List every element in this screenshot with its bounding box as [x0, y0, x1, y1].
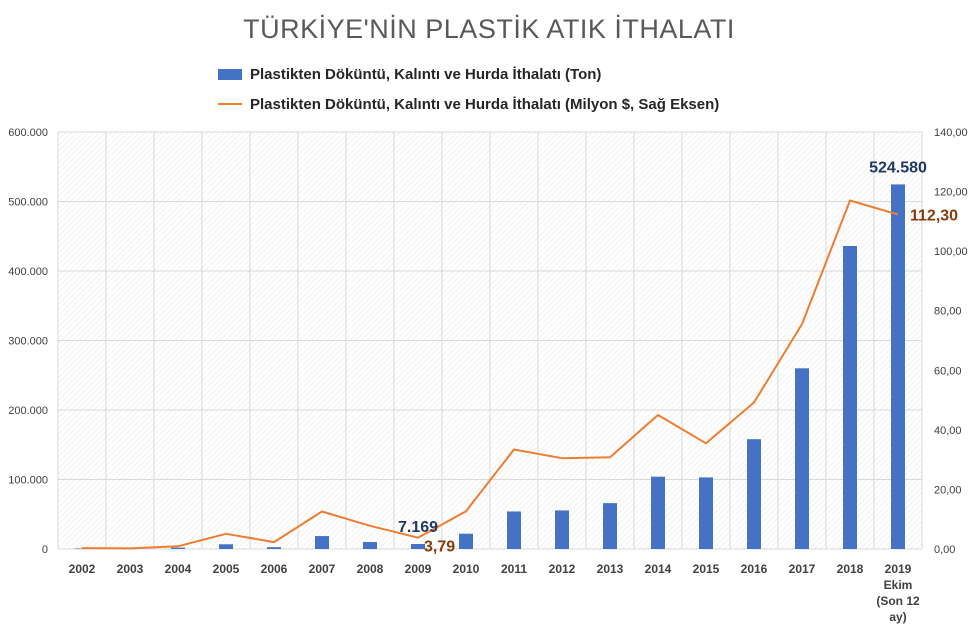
y-right-tick-label: 40,00: [934, 425, 962, 437]
x-tick-label: 2002: [69, 562, 96, 576]
bar-tons: [843, 245, 857, 550]
y-right-tick-label: 0,00: [934, 544, 955, 556]
y-right-tick-label: 100,00: [934, 246, 968, 258]
y-right-tick-label: 60,00: [934, 365, 962, 377]
x-tick-label: 2018: [837, 562, 864, 576]
data-label: 7.169: [398, 519, 438, 536]
data-label: 112,30: [910, 208, 958, 225]
x-tick-label: 2009: [405, 562, 432, 576]
x-tick-label: 2004: [165, 562, 192, 576]
bar-tons: [891, 184, 905, 549]
line-usd: [81, 199, 899, 550]
x-tick-label: 2005: [213, 562, 240, 576]
x-tick-label: 2016: [741, 562, 768, 576]
bar-tons: [795, 368, 809, 549]
legend-bar-swatch: [218, 68, 242, 80]
y-right-tick-label: 140,00: [934, 127, 968, 139]
bar-tons: [171, 547, 185, 549]
x-tick-label: 2007: [309, 562, 336, 576]
x-tick-label: 2013: [597, 562, 624, 576]
y-left-tick-label: 600.000: [8, 127, 48, 139]
y-right-tick-label: 80,00: [934, 306, 962, 318]
y-left-tick-label: 500.000: [8, 197, 48, 209]
legend-label-usd: Plastikten Döküntü, Kalıntı ve Hurda İth…: [250, 95, 720, 113]
bar-tons: [603, 503, 617, 549]
y-right-tick-label: 120,00: [934, 187, 968, 199]
data-label: 524.580: [869, 159, 927, 176]
y-left-tick-label: 100.000: [8, 475, 48, 487]
x-tick-label: 2011: [501, 562, 527, 576]
x-tick-label: 2006: [261, 562, 288, 576]
bar-tons: [747, 439, 761, 549]
y-left-tick-label: 0: [42, 544, 48, 556]
bar-tons: [315, 536, 329, 549]
x-tick-label: 2014: [645, 562, 672, 576]
chart-title: TÜRKİYE'NİN PLASTİK ATIK İTHALATI: [243, 14, 735, 44]
x-tick-label: 2008: [357, 562, 384, 576]
bar-tons: [507, 511, 521, 549]
legend-line-swatch: [218, 103, 242, 105]
legend-item-usd: Plastikten Döküntü, Kalıntı ve Hurda İth…: [218, 94, 719, 114]
data-label: 3,79: [424, 539, 455, 556]
bar-tons: [219, 544, 233, 549]
bar-tons: [651, 476, 665, 549]
y-left-tick-label: 400.000: [8, 266, 48, 278]
x-tick-label: 2019 Ekim (Son 12 ay): [876, 562, 920, 624]
x-tick-label: 2015: [693, 562, 720, 576]
x-tick-label: 2010: [453, 562, 480, 576]
bar-tons: [555, 510, 569, 549]
bar-tons: [363, 542, 377, 549]
legend-item-tons: Plastikten Döküntü, Kalıntı ve Hurda İth…: [218, 64, 601, 84]
bar-tons: [267, 547, 281, 549]
x-tick-label: 2012: [549, 562, 576, 576]
x-tick-label: 2017: [789, 562, 816, 576]
legend-label-tons: Plastikten Döküntü, Kalıntı ve Hurda İth…: [250, 65, 602, 83]
y-left-tick-label: 300.000: [8, 336, 48, 348]
y-right-tick-label: 20,00: [934, 484, 962, 496]
bar-tons: [459, 533, 473, 549]
bar-tons: [699, 477, 713, 549]
bar-tons: [411, 544, 425, 549]
y-left-tick-label: 200.000: [8, 405, 48, 417]
x-tick-label: 2003: [117, 562, 144, 576]
